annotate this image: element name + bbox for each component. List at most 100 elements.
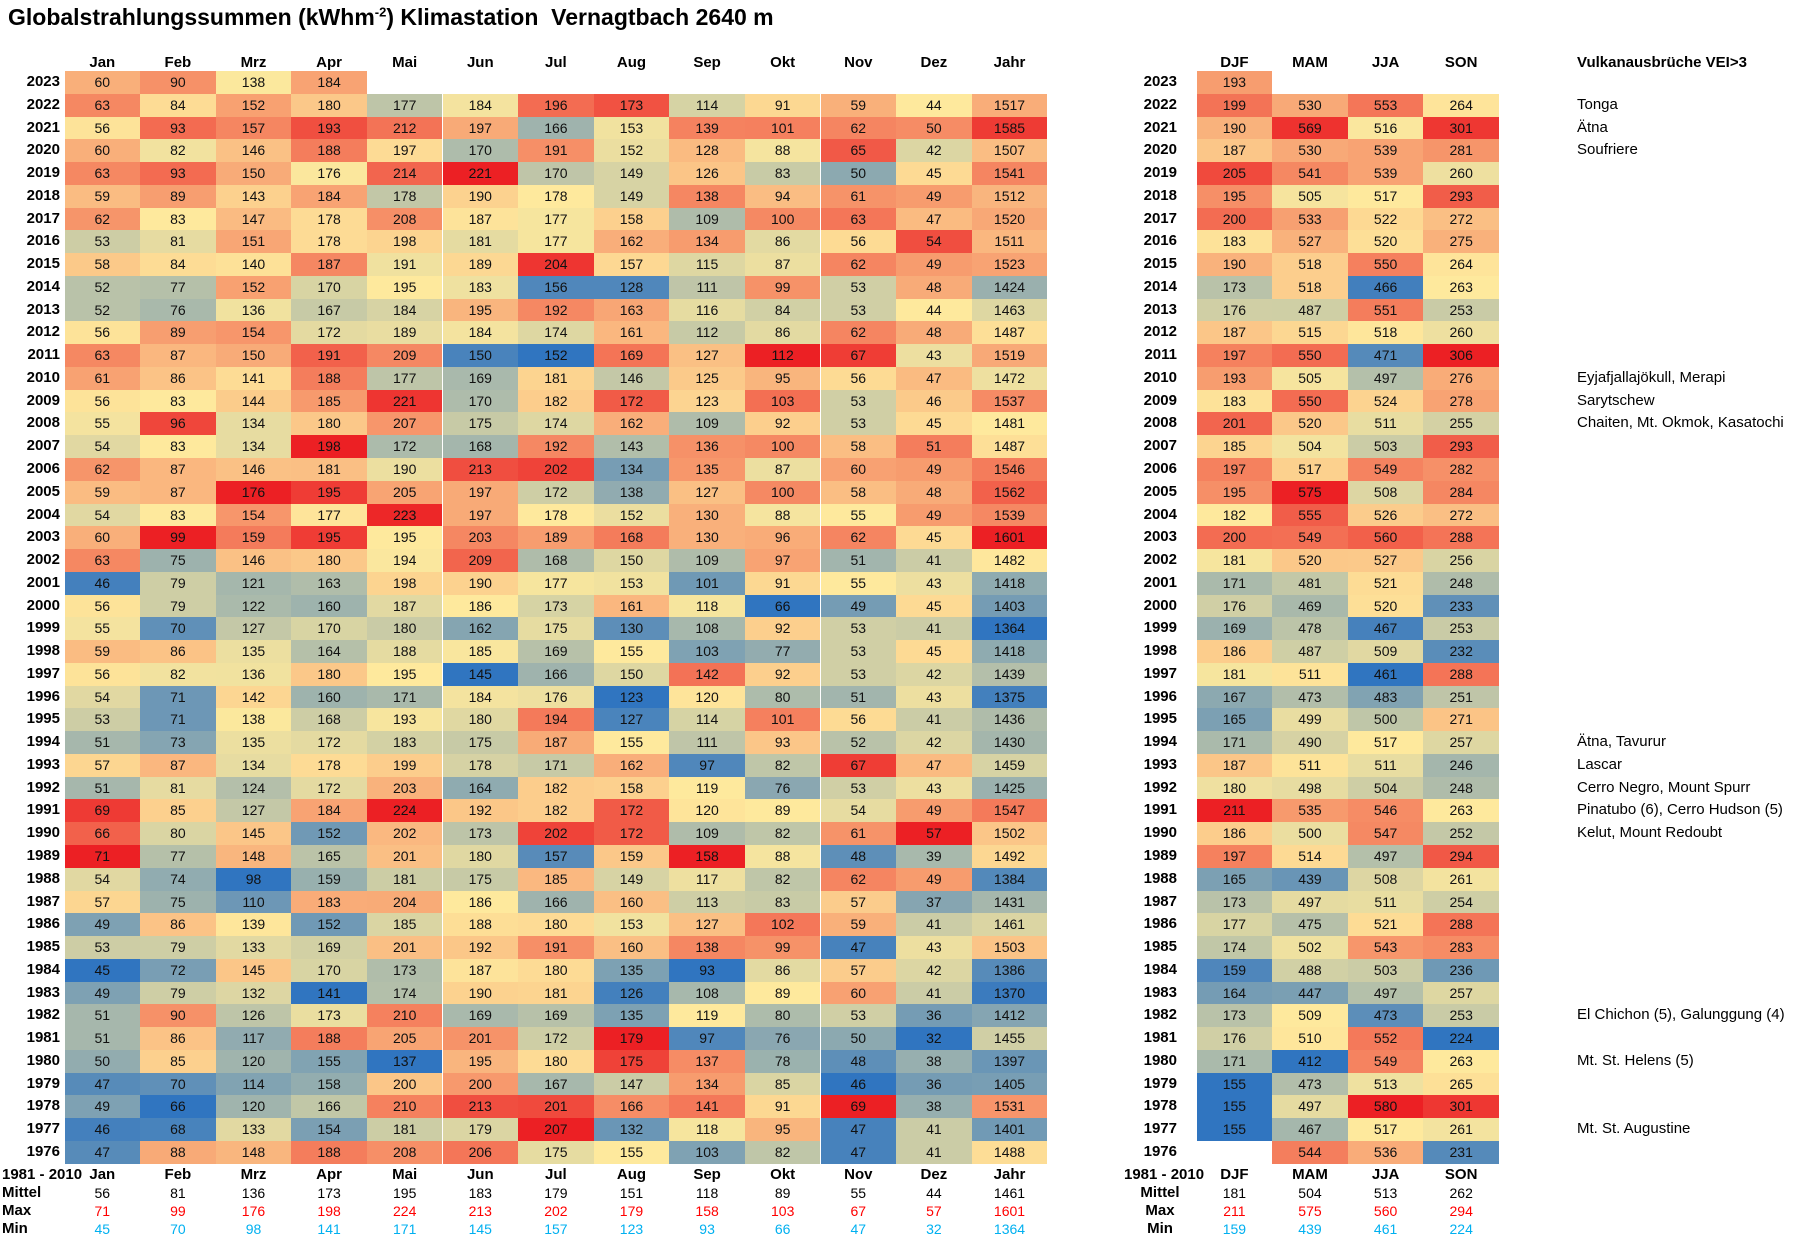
heatmap-cell: 51 <box>64 776 141 800</box>
heatmap-cell: 194 <box>366 549 443 572</box>
heatmap-cell: 187 <box>1196 321 1273 345</box>
heatmap-cell: 1370 <box>971 981 1048 1005</box>
heatmap-cell: 112 <box>669 321 745 345</box>
heatmap-cell: 161 <box>593 321 670 345</box>
heatmap-cell: 67 <box>820 344 897 367</box>
heatmap-cell: 117 <box>669 867 745 891</box>
year-label: 1989 <box>26 847 60 864</box>
heatmap-cell: 93 <box>140 116 216 140</box>
heatmap-cell: 180 <box>518 1049 594 1073</box>
heatmap-cell: 91 <box>744 1095 821 1119</box>
heatmap-cell: 301 <box>1423 1095 1499 1119</box>
heatmap-cell: 1541 <box>971 162 1048 185</box>
volcano-column-header: Vulkanausbrüche VEI>3 <box>1577 54 1747 71</box>
heatmap-cell: 109 <box>669 207 745 231</box>
heatmap-cell: 550 <box>1272 344 1348 367</box>
heatmap-cell: 45 <box>896 526 972 550</box>
heatmap-cell: 172 <box>518 480 594 504</box>
heatmap-cell: 75 <box>140 549 216 572</box>
heatmap-cell: 42 <box>896 958 972 982</box>
stats-value: 67 <box>850 1203 867 1219</box>
stats-season-header: JJA <box>1371 1166 1400 1183</box>
heatmap-cell: 56 <box>64 116 141 140</box>
heatmap-cell: 180 <box>291 549 367 572</box>
heatmap-cell: 1364 <box>971 617 1048 641</box>
heatmap-cell: 190 <box>442 184 519 208</box>
heatmap-cell: 181 <box>442 230 519 254</box>
heatmap-cell: 177 <box>366 366 443 390</box>
heatmap-cell: 473 <box>1272 685 1348 709</box>
heatmap-cell: 195 <box>1196 480 1273 504</box>
heatmap-cell: 139 <box>215 913 292 937</box>
heatmap-cell: 202 <box>518 458 594 481</box>
heatmap-cell: 197 <box>442 480 519 504</box>
heatmap-cell: 199 <box>1196 93 1273 117</box>
heatmap-cell: 166 <box>593 1095 670 1119</box>
heatmap-cell: 178 <box>291 207 367 231</box>
heatmap-cell: 190 <box>442 981 519 1005</box>
heatmap-cell: 86 <box>140 366 216 390</box>
heatmap-cell: 205 <box>366 1027 443 1050</box>
month-header-jul: Jul <box>545 54 567 71</box>
heatmap-cell: 136 <box>215 662 292 686</box>
heatmap-cell: 191 <box>366 253 443 276</box>
heatmap-cell: 184 <box>291 71 367 94</box>
heatmap-cell: 153 <box>593 571 670 595</box>
heatmap-cell: 60 <box>820 981 897 1005</box>
heatmap-cell: 170 <box>442 389 519 413</box>
heatmap-cell: 1403 <box>971 594 1048 618</box>
heatmap-cell: 517 <box>1272 458 1348 481</box>
heatmap-cell: 536 <box>1347 1140 1424 1164</box>
heatmap-cell: 499 <box>1272 708 1348 732</box>
heatmap-cell: 116 <box>669 298 745 322</box>
heatmap-cell: 520 <box>1347 594 1424 618</box>
heatmap-cell: 187 <box>442 958 519 982</box>
heatmap-cell: 511 <box>1272 662 1348 686</box>
year-label: 1990 <box>1143 824 1177 842</box>
heatmap-cell: 157 <box>215 116 292 140</box>
heatmap-cell: 199 <box>366 753 443 777</box>
year-label: 1979 <box>1143 1074 1177 1092</box>
heatmap-cell: 251 <box>1423 685 1499 709</box>
heatmap-cell: 176 <box>1196 594 1273 618</box>
heatmap-cell: 202 <box>366 822 443 845</box>
heatmap-cell: 127 <box>669 913 745 937</box>
heatmap-cell: 79 <box>140 981 216 1005</box>
stats-value: 103 <box>771 1203 795 1219</box>
year-label: 1991 <box>1143 801 1177 819</box>
heatmap-cell: 175 <box>442 867 519 891</box>
year-label: 1995 <box>1143 710 1177 728</box>
heatmap-cell: 95 <box>744 366 821 390</box>
heatmap-cell: 88 <box>140 1140 216 1164</box>
heatmap-cell: 149 <box>593 162 670 185</box>
heatmap-cell: 1531 <box>971 1095 1048 1119</box>
heatmap-cell: 521 <box>1347 571 1424 595</box>
heatmap-cell: 101 <box>744 116 821 140</box>
heatmap-cell: 502 <box>1272 936 1348 959</box>
heatmap-cell: 62 <box>820 253 897 276</box>
heatmap-cell: 1481 <box>971 412 1048 436</box>
heatmap-cell: 569 <box>1272 116 1348 140</box>
heatmap-cell: 59 <box>820 93 897 117</box>
heatmap-cell: 533 <box>1272 207 1348 231</box>
stats-value: 118 <box>695 1185 719 1201</box>
year-label: 2018 <box>1143 186 1177 204</box>
heatmap-cell: 182 <box>518 389 594 413</box>
heatmap-cell: 475 <box>1272 913 1348 937</box>
heatmap-cell: 100 <box>744 207 821 231</box>
stats-value: 202 <box>544 1203 568 1219</box>
heatmap-cell: 184 <box>291 799 367 823</box>
volcano-label: Lascar <box>1577 755 1623 773</box>
heatmap-cell: 152 <box>215 93 292 117</box>
heatmap-cell: 147 <box>593 1072 670 1096</box>
heatmap-cell: 185 <box>291 389 367 413</box>
heatmap-cell: 48 <box>896 275 972 299</box>
title-superscript: -2 <box>374 4 387 20</box>
stats-row-label-mittel: Mittel <box>2 1184 42 1201</box>
heatmap-cell: 200 <box>442 1072 519 1096</box>
heatmap-cell: 160 <box>291 594 367 618</box>
heatmap-cell: 53 <box>820 776 897 800</box>
heatmap-cell: 530 <box>1272 93 1348 117</box>
heatmap-cell: 173 <box>291 1004 367 1028</box>
